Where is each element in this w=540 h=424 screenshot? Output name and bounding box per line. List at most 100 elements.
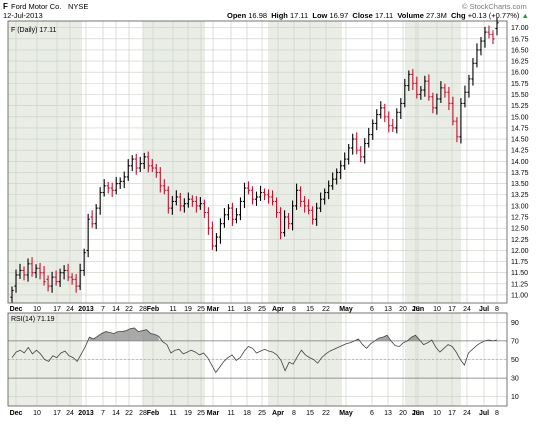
ohlc-bar xyxy=(170,196,174,215)
price-y-tick: 11.50 xyxy=(511,270,528,277)
ohlc-bar xyxy=(70,273,74,285)
price-x-tick: 11 xyxy=(227,306,234,313)
rsi-x-tick: Mar xyxy=(207,410,220,417)
ohlc-bar xyxy=(483,26,487,48)
ohlc-bar xyxy=(230,202,235,226)
ohlc-bar xyxy=(246,181,251,195)
ohlc-bar xyxy=(46,275,50,292)
ohlc-bar xyxy=(174,190,178,206)
rsi-x-tick: 10 xyxy=(433,410,441,417)
rsi-y-tick: 50 xyxy=(511,357,519,364)
ohlc-bar xyxy=(30,257,34,277)
ohlc-bar xyxy=(491,30,495,45)
close-value: 17.11 xyxy=(374,11,394,20)
rsi-x-tick: 13 xyxy=(384,410,392,417)
price-x-tick: 6 xyxy=(370,306,374,313)
ohlc-bar xyxy=(42,266,46,286)
ohlc-bar xyxy=(375,109,379,131)
price-x-tick: Feb xyxy=(147,306,159,313)
rsi-overbought-fill xyxy=(374,335,391,341)
ohlc-bar xyxy=(479,37,483,56)
ohlc-bar xyxy=(58,268,62,287)
ohlc-bar xyxy=(142,152,146,169)
chg-label: Chg xyxy=(451,11,466,20)
ohlc-bar xyxy=(455,117,459,143)
symbol-label: F xyxy=(3,2,8,11)
ohlc-bar xyxy=(186,192,190,208)
price-x-tick: 11 xyxy=(169,306,176,313)
ohlc-bar xyxy=(471,57,475,86)
ohlc-bar xyxy=(359,146,363,163)
ohlc-bar xyxy=(282,210,287,237)
rsi-x-tick: 17 xyxy=(448,410,456,417)
ohlc-bar xyxy=(10,286,14,303)
ohlc-bar xyxy=(383,103,387,123)
ohlc-bar xyxy=(90,210,94,228)
rsi-x-tick: 22 xyxy=(125,410,133,417)
ohlc-bar xyxy=(443,83,447,98)
price-x-tick: 15 xyxy=(306,306,314,313)
price-x-tick: 24 xyxy=(66,306,74,313)
price-y-tick: 13.00 xyxy=(511,203,529,210)
price-y-tick: 12.00 xyxy=(511,248,529,255)
ohlc-bar xyxy=(399,98,403,120)
rsi-x-tick: 11 xyxy=(169,410,176,417)
price-x-tick: 8 xyxy=(292,306,296,313)
rsi-x-tick: 28 xyxy=(412,410,420,417)
rsi-x-tick: 20 xyxy=(399,410,407,417)
rsi-x-tick: 17 xyxy=(53,410,61,417)
rsi-x-tick: 22 xyxy=(322,410,330,417)
price-x-tick: 17 xyxy=(448,306,456,313)
ohlc-bar xyxy=(463,85,467,108)
ohlc-bar xyxy=(303,196,307,213)
ohlc-bar xyxy=(431,92,435,114)
price-x-tick: Apr xyxy=(272,306,284,313)
ohlc-bar xyxy=(238,197,243,221)
ohlc-bar xyxy=(106,181,110,194)
price-y-tick: 13.75 xyxy=(511,170,529,177)
ohlc-bar xyxy=(315,202,319,226)
ohlc-bar xyxy=(363,138,367,164)
ohlc-bar xyxy=(447,86,451,111)
ohlc-bar xyxy=(258,185,263,201)
price-y-tick: 12.75 xyxy=(511,215,529,222)
price-x-tick: 7 xyxy=(101,306,105,313)
ohlc-bar xyxy=(439,81,443,103)
price-y-tick: 15.75 xyxy=(511,81,529,88)
ohlc-bar xyxy=(423,75,427,97)
rsi-x-tick: 24 xyxy=(463,410,471,417)
price-x-tick: 8 xyxy=(495,306,499,313)
rsi-x-tick: 8 xyxy=(495,410,499,417)
rsi-x-tick: 25 xyxy=(197,410,205,417)
price-y-tick: 12.25 xyxy=(511,237,529,244)
ohlc-bar xyxy=(343,152,347,170)
ohlc-bar xyxy=(34,264,38,279)
ohlc-bar xyxy=(14,269,18,293)
ohlc-bar xyxy=(98,187,102,215)
price-y-tick: 12.50 xyxy=(511,226,529,233)
watermark: © StockCharts.com xyxy=(462,2,527,11)
ohlc-bar xyxy=(210,221,215,250)
chg-value: +0.13 (+0.77%) xyxy=(467,11,520,20)
ohlc-bar xyxy=(134,153,138,175)
rsi-x-tick: May xyxy=(339,410,353,417)
ohlc-bar xyxy=(138,156,142,173)
ohlc-bar xyxy=(122,171,126,189)
ohlc-bar xyxy=(387,111,391,133)
price-y-tick: 16.25 xyxy=(511,59,529,66)
ohlc-bar xyxy=(495,17,499,36)
ohlc-bar xyxy=(274,197,279,218)
ohlc-bar xyxy=(467,74,471,98)
price-y-tick: 14.25 xyxy=(511,148,529,155)
price-y-tick: 17.00 xyxy=(511,25,529,32)
ohlc-bar xyxy=(214,233,219,252)
ohlc-bar xyxy=(323,188,327,205)
rsi-x-tick: 15 xyxy=(306,410,314,417)
ohlc-bar xyxy=(327,180,331,200)
ohlc-bar xyxy=(150,159,154,173)
ohlc-bar xyxy=(18,263,22,279)
price-x-tick: 22 xyxy=(322,306,330,313)
rsi-legend: RSI(14) 71.19 xyxy=(11,316,55,323)
ohlc-bar xyxy=(50,271,54,293)
